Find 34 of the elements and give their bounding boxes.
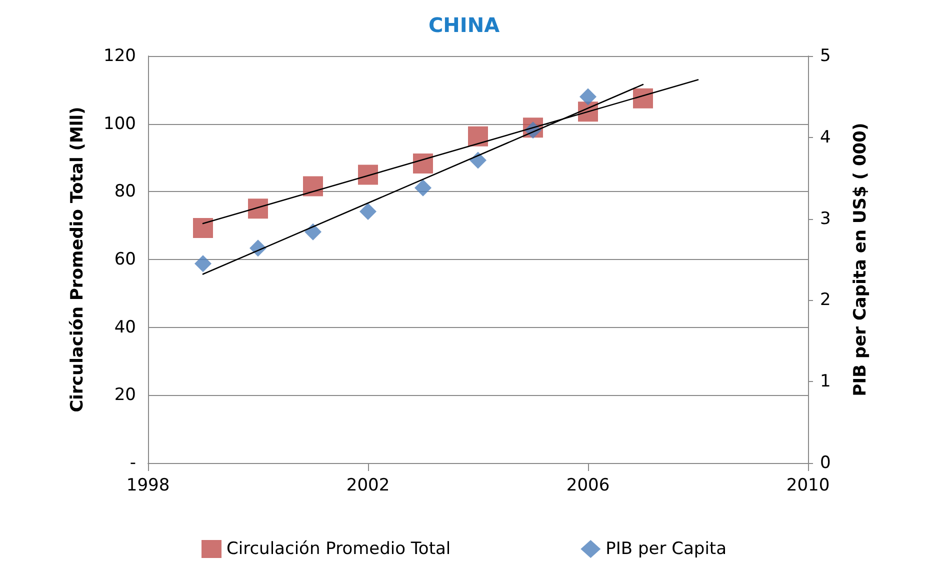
point xyxy=(248,198,268,219)
y-tick-label: - xyxy=(130,453,136,473)
y2-tick-label: 3 xyxy=(820,208,831,229)
y-axis-title: Circulación Promedio Total (Mll) xyxy=(68,106,88,412)
y-tick-label: 120 xyxy=(104,46,136,66)
x-tick-label: 2006 xyxy=(566,476,610,496)
point xyxy=(414,179,432,196)
point xyxy=(304,223,322,240)
legend-label: Circulación Promedio Total xyxy=(226,539,451,559)
point xyxy=(413,154,433,174)
point xyxy=(633,88,653,108)
point xyxy=(468,126,488,146)
point xyxy=(580,88,596,106)
y2-tick-label: 1 xyxy=(820,372,831,392)
point xyxy=(194,255,212,272)
y-tick-label: 40 xyxy=(114,317,136,338)
point xyxy=(193,218,213,238)
y-tick-label: 20 xyxy=(114,385,136,406)
y-tick-label: 80 xyxy=(114,182,136,202)
x-tick-label: 1998 xyxy=(126,476,170,496)
legend-label: PIB per Capita xyxy=(606,539,726,559)
y2-tick-label: 5 xyxy=(820,46,831,66)
y-tick-label: 60 xyxy=(114,250,136,270)
y2-axis-title: PIB per Capita en US$ ( 000) xyxy=(850,122,870,396)
y2-tick-label: 0 xyxy=(820,453,831,473)
x-tick-label: 2002 xyxy=(346,476,390,496)
y-tick-label: 100 xyxy=(104,114,136,134)
point xyxy=(303,176,323,196)
point xyxy=(360,202,376,220)
point xyxy=(358,164,378,185)
y2-tick-label: 4 xyxy=(820,127,831,148)
x-tick-label: 2010 xyxy=(786,476,830,496)
y2-tick-label: 2 xyxy=(820,290,831,310)
chart-title: CHINA xyxy=(428,13,500,37)
